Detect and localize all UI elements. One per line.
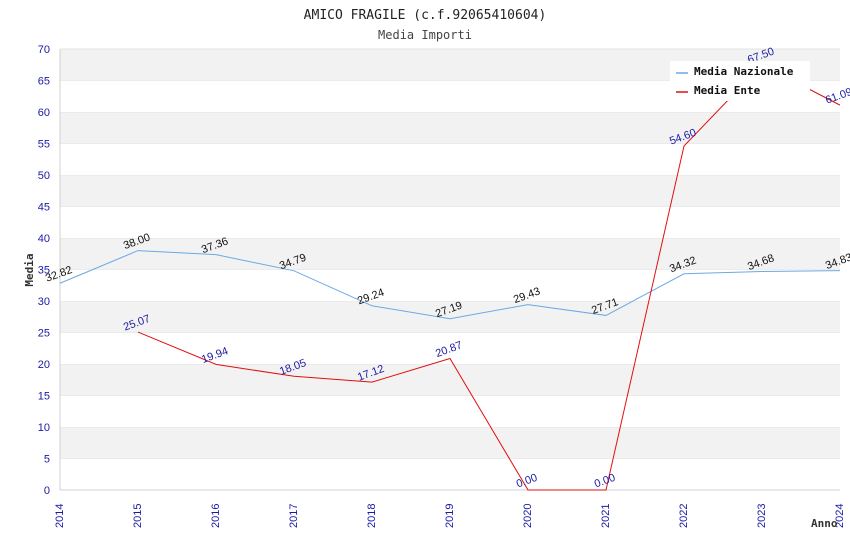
x-tick-label: 2023 — [756, 504, 768, 528]
grid-band — [60, 395, 840, 427]
y-tick-labels: 0 5 10 15 20 25 30 35 40 45 50 55 60 65 70 — [38, 44, 50, 497]
x-axis-label: Anno — [811, 517, 838, 530]
y-tick-label: 70 — [38, 44, 50, 56]
x-tick-label: 2021 — [600, 504, 612, 528]
x-tick-label: 2019 — [444, 504, 456, 528]
y-axis-label: Media — [23, 253, 36, 286]
grid-band — [60, 238, 840, 270]
grid-band — [60, 269, 840, 301]
y-tick-label: 45 — [38, 202, 50, 214]
y-tick-label: 0 — [44, 485, 50, 497]
series-line-media-nazionale — [59, 250, 841, 320]
grid-band — [60, 175, 840, 207]
x-tick-label: 2024 — [834, 504, 846, 528]
y-tick-label: 65 — [38, 76, 50, 88]
grid-bands — [60, 48, 840, 490]
grid-band — [60, 427, 840, 459]
y-tick-label: 50 — [38, 170, 50, 182]
chart-subtitle: Media Importi — [378, 28, 472, 42]
y-tick-label: 35 — [38, 265, 50, 277]
y-tick-label: 60 — [38, 107, 50, 119]
grid-band — [60, 143, 840, 175]
x-tick-label: 2018 — [366, 504, 378, 528]
x-tick-label: 2020 — [522, 504, 534, 528]
y-tick-label: 55 — [38, 139, 50, 151]
legend-label-ente: Media Ente — [694, 84, 761, 97]
y-tick-label: 25 — [38, 328, 50, 340]
y-tick-label: 10 — [38, 422, 50, 434]
legend-box — [670, 61, 810, 101]
y-tick-label: 20 — [38, 359, 50, 371]
grid-band — [60, 206, 840, 238]
x-tick-label: 2014 — [54, 504, 66, 528]
legend: Media Nazionale Media Ente — [670, 61, 810, 101]
grid-band — [60, 112, 840, 144]
grid-band — [60, 458, 840, 490]
axes — [59, 49, 840, 491]
y-tick-label: 15 — [38, 391, 50, 403]
x-tick-label: 2015 — [132, 504, 144, 528]
x-tick-label: 2017 — [288, 504, 300, 528]
x-tick-labels: 2014 2015 2016 2017 2018 2019 2020 2021 2022 2023… — [54, 504, 846, 528]
y-tick-label: 5 — [44, 454, 50, 466]
y-tick-label: 40 — [38, 233, 50, 245]
series-lines — [59, 64, 841, 491]
series-line-media-ente — [137, 64, 841, 491]
x-tick-label: 2022 — [678, 504, 690, 528]
legend-label-nazionale: Media Nazionale — [694, 65, 794, 78]
x-tick-label: 2016 — [210, 504, 222, 528]
grid-band — [60, 301, 840, 333]
y-tick-label: 30 — [38, 296, 50, 308]
chart-title: AMICO FRAGILE (c.f.92065410604) — [304, 8, 547, 23]
grid-band — [60, 364, 840, 396]
